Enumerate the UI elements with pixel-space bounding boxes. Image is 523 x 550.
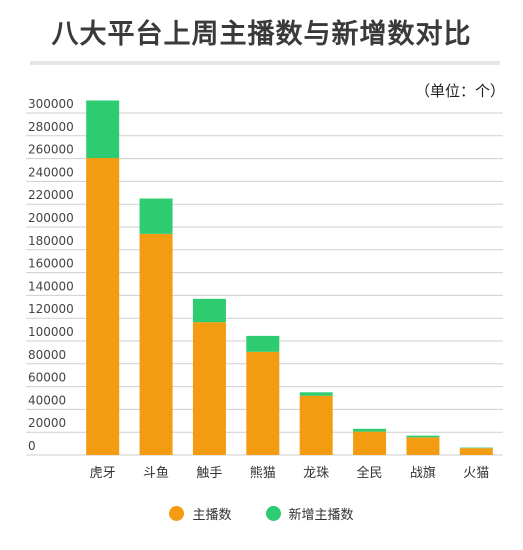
y-tick-label: 120000 <box>28 302 74 316</box>
y-tick-label: 0 <box>28 439 36 453</box>
x-tick-label: 战旗 <box>410 465 436 481</box>
bar-primary <box>299 395 333 455</box>
y-tick-label: 240000 <box>28 165 74 179</box>
x-tick-label: 全民 <box>357 465 383 481</box>
bar-new <box>299 392 333 396</box>
legend-swatch-primary <box>169 506 185 521</box>
legend-label-new: 新增主播数 <box>288 508 354 523</box>
bar-primary <box>353 431 387 455</box>
title-divider <box>30 61 500 65</box>
y-tick-label: 180000 <box>28 234 74 248</box>
bar-new <box>139 198 173 234</box>
unit-label: （单位：个） <box>414 82 505 100</box>
bar-new <box>459 447 493 449</box>
y-tick-label: 100000 <box>28 325 74 339</box>
legend-item-new: 新增主播数 <box>265 504 354 523</box>
stacked-bar-chart: 0 20000 40000 60000 80000 100000 120000 140000 1… <box>26 97 503 481</box>
chart-title: 八大平台上周主播数与新增数对比 <box>51 19 472 50</box>
x-tick-label: 斗鱼 <box>143 465 169 481</box>
bar-new <box>246 335 280 352</box>
bar-new <box>353 428 387 432</box>
y-tick-label: 80000 <box>28 348 66 362</box>
x-tick-label: 火猫 <box>463 466 489 481</box>
bar-primary <box>192 322 226 455</box>
x-tick-label: 虎牙 <box>90 466 116 481</box>
y-tick-label: 40000 <box>28 393 66 407</box>
legend-swatch-new <box>265 506 281 521</box>
y-tick-label: 140000 <box>28 279 74 293</box>
legend-label-primary: 主播数 <box>192 508 232 523</box>
bar-primary <box>406 437 440 455</box>
legend-item-primary: 主播数 <box>169 504 232 523</box>
y-tick-label: 260000 <box>28 143 74 157</box>
legend: 主播数 新增主播数 <box>0 504 523 523</box>
bar-new <box>192 298 226 323</box>
y-tick-label: 220000 <box>28 188 74 202</box>
x-axis-tick-labels: 虎牙 斗鱼 触手 熊猫 龙珠 全民 战旗 火猫 <box>90 465 490 481</box>
y-tick-label: 20000 <box>28 416 66 430</box>
y-tick-label: 200000 <box>28 211 74 225</box>
x-tick-label: 龙珠 <box>303 466 329 481</box>
bar-primary <box>86 158 120 455</box>
y-tick-label: 300000 <box>28 97 74 111</box>
bar-new <box>86 100 120 159</box>
x-tick-label: 触手 <box>196 466 222 481</box>
y-tick-label: 160000 <box>28 257 74 271</box>
bar-primary <box>459 448 493 455</box>
bar-new <box>406 435 440 438</box>
y-axis-tick-labels: 0 20000 40000 60000 80000 100000 120000 140000 1… <box>28 97 74 453</box>
bar-primary <box>139 233 173 455</box>
bars <box>86 100 493 455</box>
x-tick-label: 熊猫 <box>250 465 276 481</box>
y-tick-label: 280000 <box>28 120 74 134</box>
bar-primary <box>246 351 280 455</box>
y-tick-label: 60000 <box>28 371 66 385</box>
